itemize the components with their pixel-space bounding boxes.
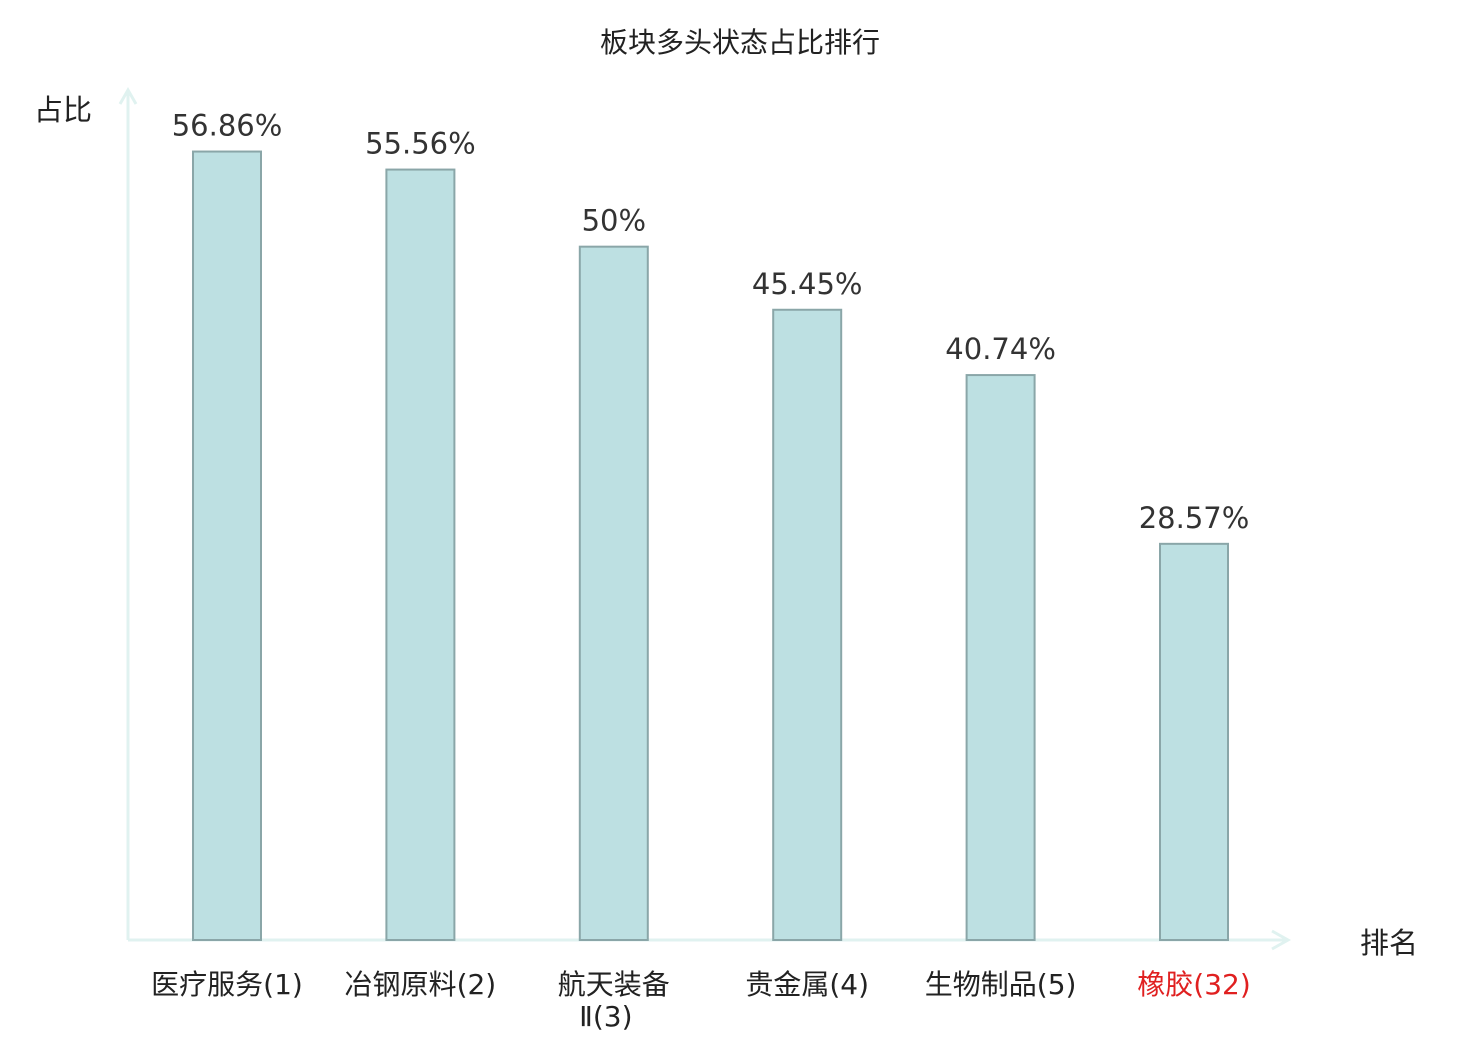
bar-value-label: 56.86%	[172, 109, 283, 143]
category-label: 贵金属(4)	[745, 968, 869, 1001]
bar	[385, 168, 456, 941]
category-label: 航天装备 Ⅱ(3)	[558, 968, 670, 1033]
category-rank: (2)	[457, 968, 497, 1001]
x-axis-arrow	[1271, 929, 1292, 951]
category-name: 医疗服务	[151, 968, 263, 1001]
bar	[772, 308, 843, 941]
bar-value-label: 50%	[582, 204, 646, 238]
bar-value-label: 28.57%	[1139, 501, 1250, 535]
bars-group: 56.86% 医疗服务(1) 55.56% 冶钢原料(2) 50% 航天装备 Ⅱ(3) 45.…	[151, 109, 1251, 1033]
category-name: 航天装备	[558, 968, 670, 1001]
bar	[578, 245, 649, 941]
bar-value-label: 45.45%	[752, 267, 863, 301]
bar-value-label: 40.74%	[945, 332, 1056, 366]
category-rank: (4)	[829, 968, 869, 1001]
x-axis-label: 排名	[1360, 926, 1418, 960]
category-rank: (1)	[263, 968, 303, 1001]
category-label: 橡胶(32)	[1137, 968, 1251, 1001]
category-name-suffix: Ⅱ	[579, 1000, 593, 1033]
category-label: 冶钢原料(2)	[345, 968, 497, 1001]
category-rank: (32)	[1193, 968, 1250, 1001]
category-label: 医疗服务(1)	[151, 968, 303, 1001]
category-rank: (3)	[593, 1000, 633, 1033]
y-axis-arrow	[118, 86, 138, 105]
bar	[1159, 542, 1229, 941]
bar	[965, 374, 1036, 941]
bar-value-label: 55.56%	[365, 127, 476, 161]
chart-title: 板块多头状态占比排行	[600, 26, 880, 59]
category-name: 冶钢原料	[345, 968, 457, 1001]
category-label: 生物制品(5)	[925, 968, 1077, 1001]
category-name: 橡胶	[1137, 968, 1193, 1001]
category-rank: (5)	[1037, 968, 1077, 1001]
category-name: 生物制品	[925, 968, 1037, 1001]
bar	[192, 150, 262, 942]
y-axis-label: 占比	[34, 93, 92, 127]
category-name: 贵金属	[745, 968, 829, 1001]
